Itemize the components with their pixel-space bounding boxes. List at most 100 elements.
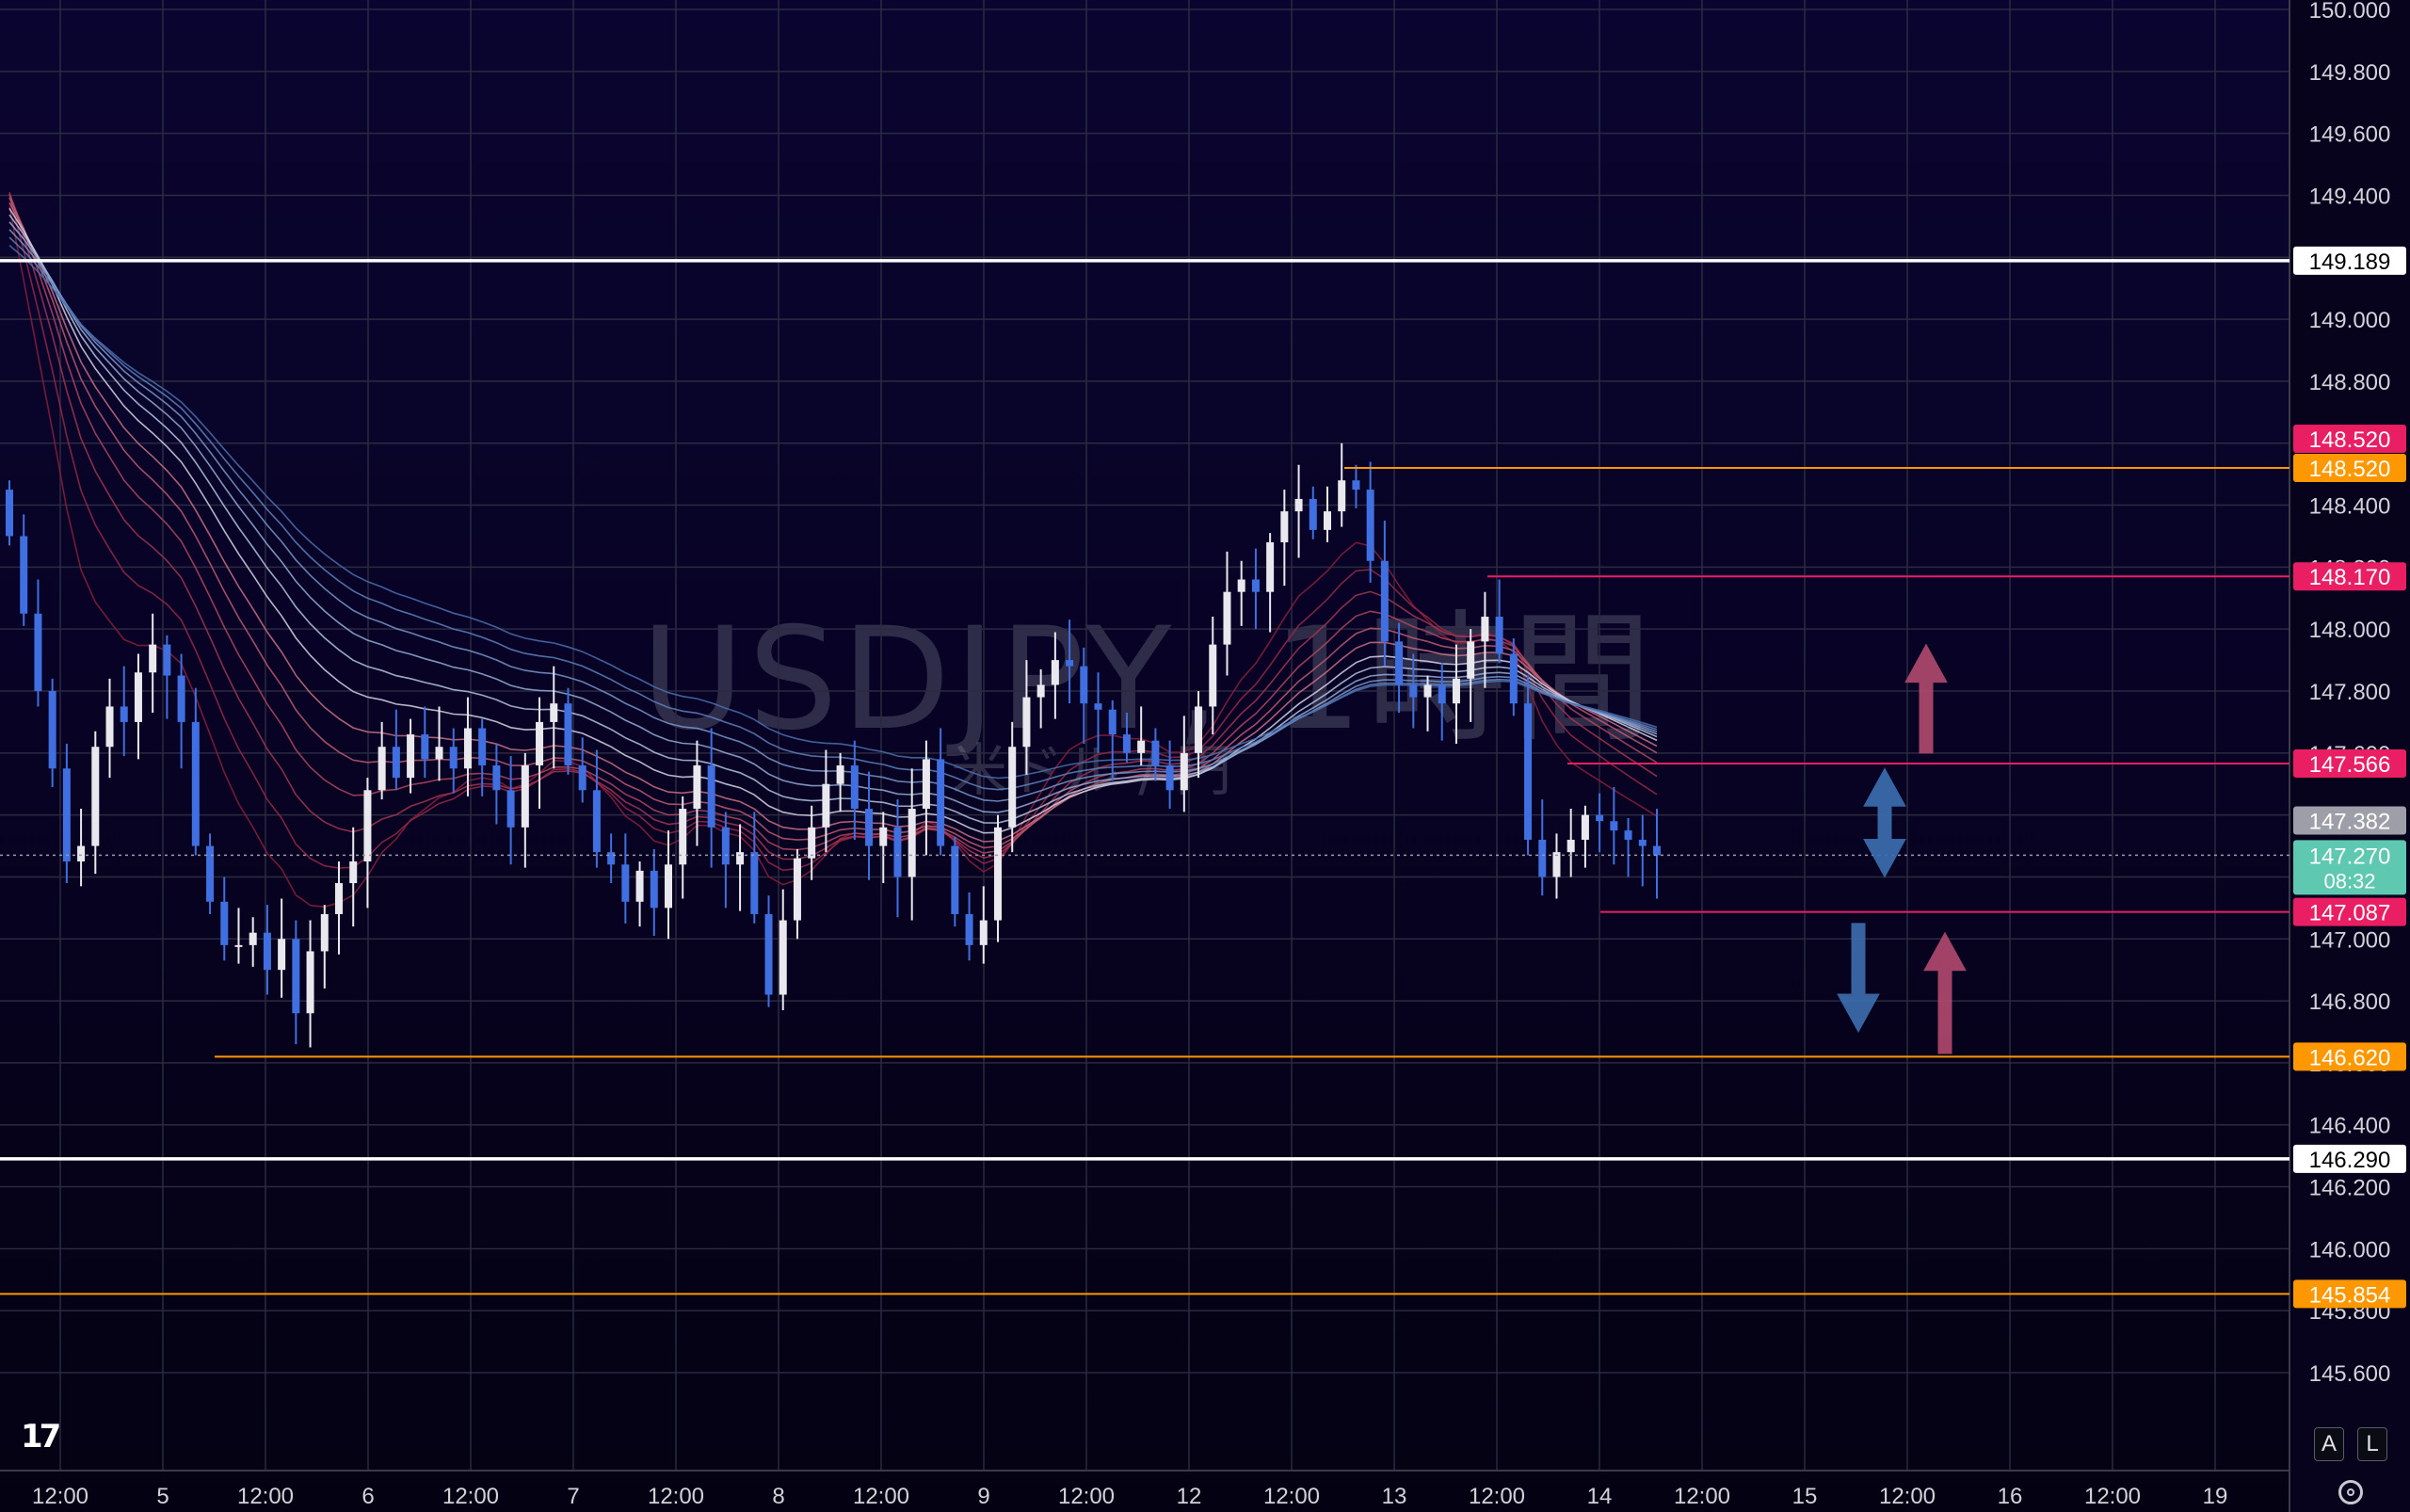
x-tick-label: 19 bbox=[2203, 1484, 2228, 1509]
candle-body bbox=[77, 845, 86, 861]
x-tick-label: 7 bbox=[567, 1484, 579, 1509]
last-price-text: 147.270 bbox=[2309, 844, 2391, 869]
candle-body bbox=[149, 644, 157, 673]
price-label-box bbox=[2293, 246, 2406, 275]
price-label-text: 148.170 bbox=[2309, 565, 2391, 590]
candle-body bbox=[91, 747, 100, 846]
candle-body bbox=[220, 901, 229, 945]
price-label-text: 146.290 bbox=[2309, 1148, 2391, 1173]
auto-scale-button[interactable]: A bbox=[2314, 1427, 2344, 1461]
candle-body bbox=[263, 932, 271, 971]
log-scale-button[interactable]: L bbox=[2357, 1427, 2387, 1461]
ema-ribbon-line bbox=[8, 195, 1658, 872]
y-tick-label: 147.000 bbox=[2309, 927, 2391, 953]
candle-body bbox=[865, 809, 874, 846]
x-tick-label: 12:00 bbox=[648, 1484, 704, 1509]
candle-body bbox=[134, 672, 142, 722]
candle-body bbox=[908, 809, 916, 877]
candle-body bbox=[1008, 747, 1017, 828]
candle-body bbox=[1280, 511, 1289, 543]
candle-body bbox=[836, 764, 844, 784]
price-label-text: 148.520 bbox=[2309, 427, 2391, 453]
candle-body bbox=[292, 939, 300, 1014]
arrow-down-marker bbox=[1837, 923, 1880, 1034]
candle-body bbox=[1495, 617, 1503, 654]
candle-body bbox=[592, 790, 601, 853]
price-label-text: 148.520 bbox=[2309, 457, 2391, 482]
candle-body bbox=[521, 764, 529, 828]
candle-body bbox=[363, 790, 372, 861]
price-label-text: 146.620 bbox=[2309, 1045, 2391, 1070]
x-tick-label: 5 bbox=[156, 1484, 169, 1509]
candle-body bbox=[206, 845, 215, 902]
candle-body bbox=[1423, 684, 1432, 698]
candle-body bbox=[1309, 498, 1317, 530]
price-label-text: 147.382 bbox=[2309, 810, 2391, 835]
candle-body bbox=[536, 721, 544, 765]
candle-body bbox=[736, 852, 745, 865]
candle-body bbox=[506, 790, 515, 828]
y-tick-label: 148.000 bbox=[2309, 618, 2391, 643]
candle-body bbox=[435, 747, 443, 760]
x-tick-label: 12:00 bbox=[442, 1484, 499, 1509]
ema-ribbon-line bbox=[8, 193, 1658, 854]
candle-body bbox=[1524, 703, 1533, 840]
settings-icon[interactable] bbox=[2338, 1480, 2363, 1504]
candle-body bbox=[635, 870, 644, 902]
y-tick-label: 148.400 bbox=[2309, 494, 2391, 520]
candle-body bbox=[1552, 852, 1561, 877]
candle-body bbox=[1566, 839, 1575, 853]
price-label-box bbox=[2293, 1279, 2406, 1309]
candle-body bbox=[922, 759, 930, 810]
candle-body bbox=[1438, 684, 1446, 704]
candle-body bbox=[249, 932, 257, 945]
candle-body bbox=[306, 951, 314, 1014]
ema-ribbon-line bbox=[8, 229, 1658, 802]
candle-body bbox=[1195, 706, 1203, 753]
ema-ribbon-line bbox=[8, 192, 1658, 861]
candle-body bbox=[550, 703, 558, 722]
candle-body bbox=[994, 827, 1002, 921]
candle-body bbox=[1624, 830, 1632, 840]
candle-body bbox=[1294, 498, 1303, 512]
candle-body bbox=[822, 783, 830, 828]
candle-body bbox=[1452, 678, 1460, 704]
x-tick-label: 13 bbox=[1382, 1484, 1407, 1509]
candle-body bbox=[234, 944, 243, 947]
x-tick-label: 8 bbox=[772, 1484, 784, 1509]
candle-body bbox=[607, 852, 616, 865]
x-tick-label: 9 bbox=[977, 1484, 989, 1509]
candle-body bbox=[48, 691, 56, 769]
price-label-box bbox=[2293, 1144, 2406, 1173]
candle-body bbox=[1538, 839, 1547, 877]
candle-body bbox=[492, 764, 501, 791]
tradingview-logo: 17 bbox=[21, 1418, 61, 1456]
candle-body bbox=[1653, 845, 1661, 856]
candle-body bbox=[679, 809, 687, 865]
x-tick-label: 12:00 bbox=[1469, 1484, 1525, 1509]
candle-body bbox=[1122, 734, 1131, 753]
price-label-box bbox=[2293, 749, 2406, 779]
candle-body bbox=[478, 728, 487, 765]
price-label-box bbox=[2293, 562, 2406, 591]
candle-body bbox=[779, 920, 787, 995]
candle-body bbox=[1022, 697, 1031, 748]
x-tick-label: 15 bbox=[1792, 1484, 1818, 1509]
candle-body bbox=[463, 728, 472, 769]
y-tick-label: 145.600 bbox=[2309, 1361, 2391, 1387]
candle-body bbox=[105, 706, 114, 748]
candle-body bbox=[1638, 839, 1647, 846]
price-label-box bbox=[2293, 1042, 2406, 1071]
candle-body bbox=[665, 864, 672, 909]
candle-body bbox=[1165, 764, 1174, 791]
candle-body bbox=[1223, 591, 1231, 645]
candle-body bbox=[1509, 653, 1518, 704]
ema-ribbon-line bbox=[8, 214, 1658, 824]
candle-body bbox=[120, 706, 128, 722]
candle-body bbox=[951, 845, 959, 914]
candle-body bbox=[20, 536, 28, 614]
candle-body bbox=[1467, 641, 1475, 679]
x-tick-label: 12:00 bbox=[1263, 1484, 1320, 1509]
